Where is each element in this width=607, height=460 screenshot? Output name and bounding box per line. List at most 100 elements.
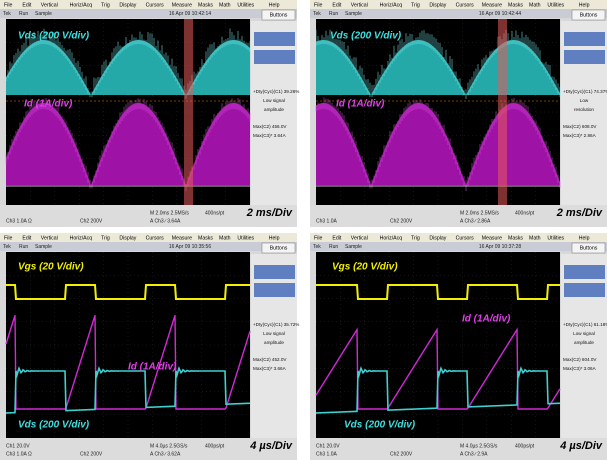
menu-item[interactable]: Display	[119, 235, 136, 241]
menu-item[interactable]: File	[4, 235, 12, 241]
status-text: Tek	[3, 244, 11, 250]
menu-item[interactable]: Help	[579, 2, 590, 8]
vgs-trace	[316, 284, 560, 300]
trace-label: Id (1A/div)	[24, 99, 73, 110]
menu-item[interactable]: Masks	[198, 2, 213, 8]
menu-item[interactable]: File	[4, 2, 12, 8]
readout: Ch3 1.0A	[316, 451, 338, 457]
readout: Ch3 1.0A Ω	[6, 451, 32, 457]
status-bar	[310, 9, 607, 18]
measurement: resolution	[574, 107, 594, 112]
menu-item[interactable]: Trig	[101, 235, 110, 241]
trace-label: Vds (200 V/div)	[330, 31, 402, 42]
menu-item[interactable]: Horiz/Acq	[380, 235, 403, 241]
menu-item[interactable]: Utilities	[237, 2, 254, 8]
menu-item[interactable]: Edit	[332, 235, 341, 241]
status-text: Run	[329, 244, 338, 250]
menu-item[interactable]: Measure	[482, 235, 502, 241]
measurement: Max(C3)* 3.64A	[253, 133, 287, 138]
readout: Ch2 200V	[390, 451, 413, 457]
menu-item[interactable]: Cursors	[456, 2, 475, 8]
menu-item[interactable]: Display	[119, 2, 136, 8]
menu-item[interactable]: Cursors	[456, 235, 475, 241]
readout: A Ch3 ∕ 2.86A	[460, 218, 491, 224]
measurement: Low signal	[263, 331, 285, 336]
menu-item[interactable]: Masks	[508, 2, 523, 8]
measurement: Max(C2) 452.0V	[253, 357, 287, 362]
menu-item[interactable]: Help	[269, 2, 280, 8]
readout: M 2.0ms 2.5MS/s	[150, 210, 189, 216]
status-text: Run	[19, 244, 28, 250]
measurement: +Dty(Cyc)(C1) 74.37%	[563, 89, 607, 94]
id-trace	[6, 103, 250, 185]
menu-item[interactable]: Measure	[172, 2, 192, 8]
readout: 400ns/pt	[205, 210, 225, 216]
menu-item[interactable]: Measure	[172, 235, 192, 241]
trace-label: Vds (200 V/div)	[18, 31, 90, 42]
status-bar	[0, 9, 297, 18]
menu-item[interactable]: File	[314, 235, 322, 241]
status-text: Sample	[35, 11, 52, 17]
status-text: Tek	[313, 11, 321, 17]
menu-item[interactable]: File	[314, 2, 322, 8]
buttons-button[interactable]	[261, 242, 296, 254]
menu-item[interactable]: Edit	[332, 2, 341, 8]
trace-label: Vgs (20 V/div)	[332, 262, 398, 273]
menu-item[interactable]: Math	[219, 235, 231, 241]
menu-item[interactable]: Edit	[22, 235, 31, 241]
date: 16 Apr 09 10:42:14	[169, 11, 211, 17]
menu-item[interactable]: Math	[219, 2, 231, 8]
buttons-label[interactable]: Buttons	[270, 245, 288, 251]
menu-item[interactable]: Help	[269, 235, 280, 241]
readout: M 4.0µs 2.5GS/s	[150, 443, 188, 449]
readout-area	[310, 205, 607, 227]
measurement: +Dty(Cyc)(C1) 61.18%	[563, 322, 607, 327]
measurement: Max(C3)* 3.06A	[563, 366, 597, 371]
menu-item[interactable]: Cursors	[146, 2, 165, 8]
menu-item[interactable]: Display	[429, 2, 446, 8]
readout: Ch2 200V	[390, 218, 413, 224]
menu-item[interactable]: Utilities	[547, 2, 564, 8]
menu-item[interactable]: Help	[579, 235, 590, 241]
status-text: Tek	[3, 11, 11, 17]
buttons-label[interactable]: Buttons	[270, 12, 288, 18]
menu-item[interactable]: Vertical	[351, 235, 368, 241]
readout: Ch3 1.0A Ω	[6, 218, 32, 224]
buttons-button[interactable]	[571, 9, 606, 21]
side-box	[254, 32, 295, 46]
menu-item[interactable]: Masks	[198, 235, 213, 241]
menu-item[interactable]: Display	[429, 235, 446, 241]
menu-item[interactable]: Horiz/Acq	[70, 235, 93, 241]
menu-item[interactable]: Math	[529, 235, 541, 241]
buttons-label[interactable]: Buttons	[580, 12, 598, 18]
menu-item[interactable]: Horiz/Acq	[70, 2, 93, 8]
trace-label: Id (1A/div)	[336, 99, 385, 110]
menu-item[interactable]: Edit	[22, 2, 31, 8]
menu-item[interactable]: Measure	[482, 2, 502, 8]
menu-item[interactable]: Trig	[101, 2, 110, 8]
menu-item[interactable]: Cursors	[146, 235, 165, 241]
menu-item[interactable]: Masks	[508, 235, 523, 241]
buttons-button[interactable]	[571, 242, 606, 254]
menu-bar	[0, 0, 297, 9]
menu-item[interactable]: Vertical	[41, 2, 58, 8]
menu-item[interactable]: Horiz/Acq	[380, 2, 403, 8]
trace-label: Vgs (20 V/div)	[18, 262, 84, 273]
buttons-label[interactable]: Buttons	[580, 245, 598, 251]
menu-item[interactable]: Trig	[411, 235, 420, 241]
buttons-button[interactable]	[261, 9, 296, 21]
vgs-trace	[6, 284, 250, 300]
menu-item[interactable]: Vertical	[351, 2, 368, 8]
readout: Ch1 20.0V	[6, 443, 30, 449]
menu-item[interactable]: Vertical	[41, 235, 58, 241]
menu-item[interactable]: Utilities	[237, 235, 254, 241]
scope-window: File Edit Vertical Horiz/Acq Trig Display Curs…	[310, 0, 607, 227]
menu-item[interactable]: Trig	[411, 2, 420, 8]
scope-window: File Edit Vertical Horiz/Acq Trig Display Curs…	[0, 0, 299, 227]
menu-item[interactable]: Utilities	[547, 235, 564, 241]
cursor-band	[184, 19, 193, 205]
menu-item[interactable]: Math	[529, 2, 541, 8]
measurement: +Dty(Cyc)(C1) 39.26%	[253, 89, 299, 94]
measurement: Low	[580, 98, 589, 103]
waveforms	[315, 19, 561, 205]
